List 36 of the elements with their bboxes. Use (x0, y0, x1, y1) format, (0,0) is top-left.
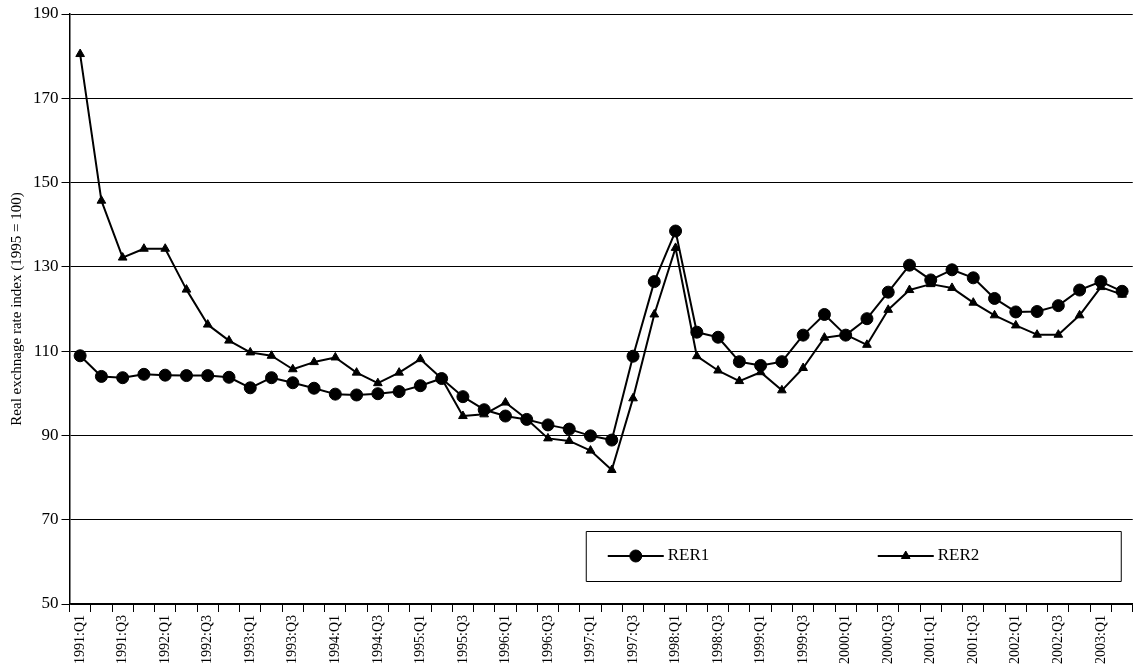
x-tick-label: 1999:Q1 (752, 615, 768, 664)
y-tick-label: 70 (41, 509, 59, 529)
legend-label: RER1 (667, 545, 710, 565)
y-tick-label: 110 (33, 340, 59, 360)
x-tick-label: 1996:Q3 (539, 615, 555, 664)
x-tick-label: 1992:Q1 (156, 615, 172, 664)
x-tick-label: 2002:Q1 (1007, 615, 1023, 664)
y-tick-label: 130 (33, 256, 59, 276)
x-tick-label: 2002:Q3 (1050, 615, 1066, 664)
y-axis-title: Real exchnage rate index (1995 = 100) (7, 192, 25, 426)
x-tick-label: 1992:Q3 (199, 615, 215, 664)
x-tick-label: 1991:Q3 (114, 615, 130, 664)
x-tick-label: 1994:Q1 (326, 615, 342, 664)
x-tick-label: 1998:Q1 (667, 615, 683, 664)
y-tick-label: 170 (33, 87, 59, 107)
x-tick-label: 1991:Q1 (71, 615, 87, 664)
x-tick-label: 1998:Q3 (709, 615, 725, 664)
x-tick-label: 1997:Q3 (624, 615, 640, 664)
x-tick-label: 2001:Q1 (922, 615, 938, 664)
y-tick-label: 50 (41, 593, 59, 613)
x-tick-label: 1993:Q3 (284, 615, 300, 664)
x-tick-label: 1994:Q3 (369, 615, 385, 664)
x-tick-label: 1997:Q1 (582, 615, 598, 664)
x-tick-label: 2000:Q1 (837, 615, 853, 664)
x-tick-label: 2000:Q3 (879, 615, 895, 664)
y-tick-label: 150 (33, 172, 59, 192)
y-tick-label: 90 (41, 424, 59, 444)
x-tick-label: 1995:Q3 (454, 615, 470, 664)
x-tick-label: 1996:Q1 (497, 615, 513, 664)
x-tick-label: 1999:Q3 (794, 615, 810, 664)
y-tick-label: 190 (33, 3, 59, 23)
x-tick-label: 2003:Q1 (1092, 615, 1108, 664)
x-tick-label: 1995:Q1 (412, 615, 428, 664)
legend-label: RER2 (937, 545, 980, 565)
x-tick-label: 1993:Q1 (241, 615, 257, 664)
x-tick-label: 2001:Q3 (964, 615, 980, 664)
